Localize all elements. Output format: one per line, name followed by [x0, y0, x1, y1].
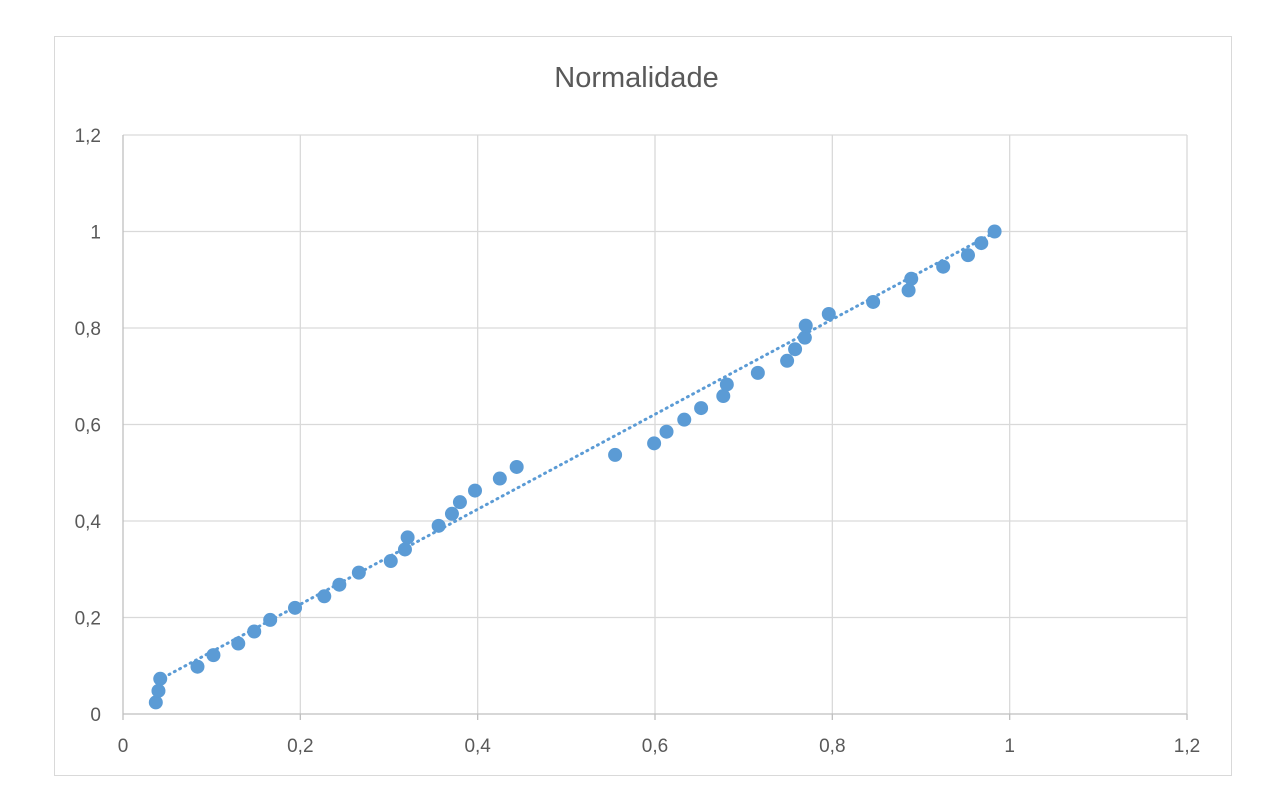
data-point: [788, 342, 803, 357]
data-point: [509, 459, 524, 474]
y-tick-label: 0,4: [75, 512, 102, 533]
data-point: [206, 648, 221, 663]
data-point: [780, 353, 795, 368]
x-tick-label: 0,6: [642, 736, 668, 757]
data-point: [148, 695, 163, 710]
data-point: [647, 436, 662, 451]
data-point: [987, 224, 1002, 239]
data-point: [153, 671, 168, 686]
data-point: [677, 412, 692, 427]
data-point: [351, 565, 366, 580]
chart-area: [54, 36, 1232, 776]
data-point: [231, 636, 246, 651]
y-tick-label: 0: [90, 705, 101, 726]
data-point: [798, 318, 813, 333]
data-point: [659, 424, 674, 439]
data-point: [397, 542, 412, 557]
data-point: [332, 577, 347, 592]
data-point: [151, 683, 166, 698]
y-tick-label: 0,6: [75, 416, 101, 437]
data-point: [901, 283, 916, 298]
x-tick-label: 1: [1004, 736, 1015, 757]
data-point: [866, 294, 881, 309]
data-points: [148, 224, 1002, 710]
data-point: [750, 365, 765, 380]
data-point: [288, 600, 303, 615]
data-point: [936, 259, 951, 274]
data-point: [468, 483, 483, 498]
data-point: [694, 401, 709, 416]
x-tick-label: 0,4: [464, 736, 491, 757]
gridlines: [123, 134, 1188, 714]
data-point: [317, 589, 332, 604]
data-point: [974, 236, 989, 251]
data-point: [716, 389, 731, 404]
y-tick-label: 1,2: [75, 126, 101, 147]
x-tick-label: 0,8: [819, 736, 845, 757]
data-point: [444, 506, 459, 521]
data-point: [904, 271, 919, 286]
data-point: [492, 471, 507, 486]
x-tick-label: 1,2: [1174, 736, 1200, 757]
y-tick-label: 0,2: [75, 609, 101, 630]
data-point: [821, 307, 836, 322]
x-axis-ticks: 0 0,2 0,4 0,6 0,8 1 1,2: [118, 736, 1201, 757]
data-point: [263, 612, 278, 627]
data-point: [452, 495, 467, 510]
chart-title: Normalidade: [554, 62, 719, 94]
data-point: [383, 554, 398, 569]
x-tick-label: 0: [118, 736, 129, 757]
y-tick-label: 0,8: [75, 319, 101, 340]
data-point: [608, 447, 623, 462]
data-point: [719, 377, 734, 392]
y-axis-ticks: 0 0,2 0,4 0,6 0,8 1 1,2: [75, 126, 102, 726]
data-point: [190, 659, 205, 674]
axes: [122, 135, 1188, 720]
data-point: [797, 330, 812, 345]
data-point: [400, 530, 415, 545]
data-point: [431, 518, 446, 533]
data-point: [247, 624, 262, 639]
data-point: [960, 248, 975, 263]
y-tick-label: 1: [90, 223, 101, 244]
x-tick-label: 0,2: [287, 736, 313, 757]
